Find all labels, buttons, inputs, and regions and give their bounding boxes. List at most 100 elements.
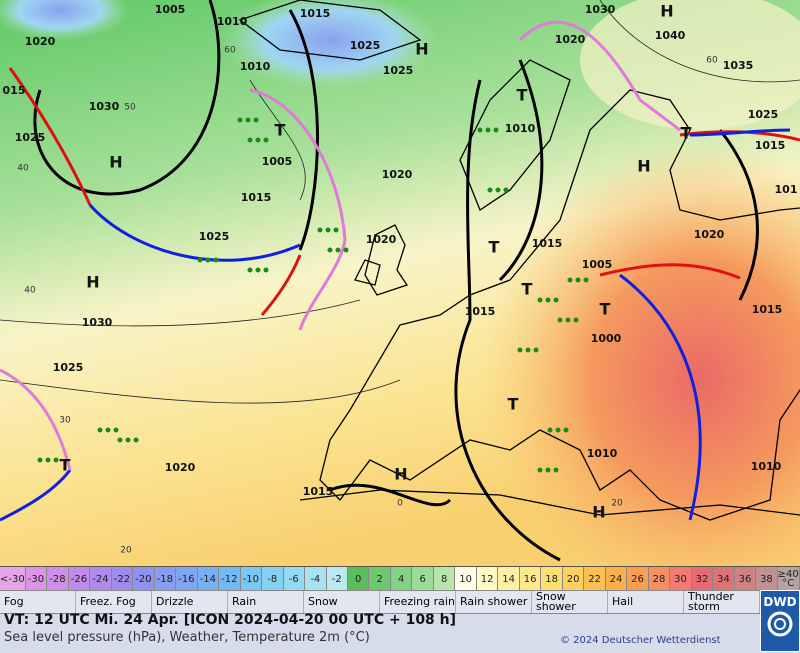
mild-area	[580, 0, 800, 130]
isobar-label: 1025	[383, 64, 414, 77]
scale-cell: 8	[433, 567, 456, 591]
isobar-label: 1025	[53, 361, 84, 374]
scale-cell: 14	[498, 567, 520, 591]
pressure-center: T	[522, 280, 533, 299]
rain-symbol	[583, 277, 589, 283]
weather-legend-item: Freez. Fog	[76, 591, 152, 613]
pressure-center: T	[508, 395, 519, 414]
rain-symbol	[555, 427, 561, 433]
rain-symbol	[537, 297, 543, 303]
rain-symbol	[545, 297, 551, 303]
isobar-label: 1020	[382, 168, 413, 181]
weather-legend-item: Snow shower	[532, 591, 608, 613]
pressure-center: T	[60, 456, 71, 475]
scale-cell: -22	[111, 567, 134, 591]
logo: DWD	[760, 590, 800, 652]
rain-symbol	[125, 437, 131, 443]
rain-symbol	[255, 267, 261, 273]
weather-legend-item: Hail	[608, 591, 684, 613]
isobar-label: 1010	[240, 60, 271, 73]
scale-cell: -2	[326, 567, 348, 591]
isobar-label: 1020	[165, 461, 196, 474]
rain-symbol	[557, 317, 563, 323]
weather-legend-item: Drizzle	[152, 591, 228, 613]
scale-cell: -30	[25, 567, 48, 591]
scale-cell: 2	[369, 567, 391, 591]
rain-symbol	[237, 117, 243, 123]
rain-symbol	[493, 127, 499, 133]
graticule-label: 60	[706, 56, 718, 66]
rain-symbol	[255, 137, 261, 143]
scale-cell: -10	[240, 567, 263, 591]
rain-symbol	[197, 257, 203, 263]
weather-legend-item: Thunder storm	[684, 591, 760, 613]
pressure-center: T	[489, 238, 500, 257]
cold-area	[0, 0, 130, 40]
scale-cell: <-30	[0, 567, 26, 591]
valid-time: VT: 12 UTC Mi. 24 Apr. [ICON 2024-04-20 …	[4, 612, 457, 628]
scale-cell: -12	[219, 567, 241, 591]
graticule-label: 20	[120, 546, 132, 556]
rain-symbol	[245, 117, 251, 123]
rain-symbol	[317, 227, 323, 233]
rain-symbol	[105, 427, 111, 433]
rain-symbol	[575, 277, 581, 283]
rain-symbol	[545, 467, 551, 473]
cold-area	[220, 0, 440, 90]
scale-cell: -8	[262, 567, 284, 591]
scale-cell: 0	[347, 567, 370, 591]
pressure-center: H	[394, 465, 407, 484]
scale-cell: 30	[670, 567, 692, 591]
graticule-label: 20	[611, 499, 623, 509]
scale-cell: 18	[541, 567, 563, 591]
isobar-label: 1015	[755, 139, 786, 152]
isobar-label: 1030	[89, 100, 120, 113]
isobar-label: 1015	[241, 191, 272, 204]
scale-cell: -4	[305, 567, 327, 591]
isobar-label: 1015	[752, 303, 783, 316]
rain-symbol	[563, 427, 569, 433]
rain-symbol	[205, 257, 211, 263]
isobar-label: 1005	[155, 3, 186, 16]
isobar-label: 1015	[532, 237, 563, 250]
description: Sea level pressure (hPa), Weather, Tempe…	[4, 630, 370, 645]
weather-legend-item: Rain	[228, 591, 304, 613]
scale-cell: -26	[68, 567, 91, 591]
rain-symbol	[117, 437, 123, 443]
isobar-label: 1020	[555, 33, 586, 46]
isobar-label: 1010	[505, 122, 536, 135]
rain-symbol	[335, 247, 341, 253]
isobar-label: 1005	[582, 258, 613, 271]
isobar-label: 1035	[723, 59, 754, 72]
isobar-label: 101	[775, 183, 798, 196]
pressure-center: H	[415, 40, 428, 59]
pressure-center: T	[275, 121, 286, 140]
weather-legend-item: Snow	[304, 591, 380, 613]
isobar-label: 1015	[300, 7, 331, 20]
scale-cell: 32	[691, 567, 714, 591]
rain-symbol	[547, 427, 553, 433]
isobar-label: 1010	[217, 15, 248, 28]
rain-symbol	[247, 137, 253, 143]
copyright: © 2024 Deutscher Wetterdienst	[560, 635, 721, 646]
rain-symbol	[97, 427, 103, 433]
rain-symbol	[325, 227, 331, 233]
temperature-scale: <-30 -30 -28 -26 -24 -22 -20 -18 -16 -14 -12 -10 -8-…	[0, 566, 800, 591]
scale-cell: 22	[584, 567, 606, 591]
pressure-center: H	[86, 273, 99, 292]
rain-symbol	[567, 277, 573, 283]
pressure-center: T	[517, 86, 528, 105]
isobar-label: 1010	[751, 460, 782, 473]
scale-cell: 12	[476, 567, 499, 591]
scale-cell: -18	[154, 567, 177, 591]
rain-symbol	[327, 247, 333, 253]
scale-cell: -6	[283, 567, 306, 591]
rain-symbol	[247, 267, 253, 273]
graticule-label: 50	[124, 103, 136, 113]
scale-cell: 4	[390, 567, 413, 591]
scale-cell: 26	[627, 567, 649, 591]
scale-cell: 20	[562, 567, 585, 591]
pressure-center: T	[600, 300, 611, 319]
isobar-label: 1030	[585, 3, 616, 16]
